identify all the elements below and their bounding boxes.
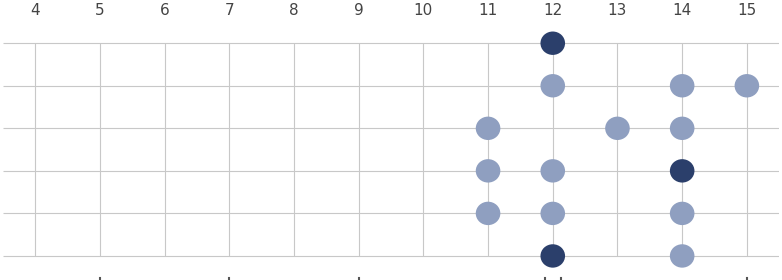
Ellipse shape	[540, 202, 565, 225]
Ellipse shape	[605, 116, 630, 140]
Ellipse shape	[670, 202, 694, 225]
Ellipse shape	[540, 159, 565, 183]
Ellipse shape	[670, 74, 694, 97]
Ellipse shape	[475, 159, 500, 183]
Ellipse shape	[670, 159, 694, 183]
Ellipse shape	[670, 116, 694, 140]
Ellipse shape	[540, 244, 565, 268]
Ellipse shape	[540, 74, 565, 97]
Ellipse shape	[670, 244, 694, 268]
Ellipse shape	[734, 74, 759, 97]
Ellipse shape	[475, 202, 500, 225]
Ellipse shape	[540, 32, 565, 55]
Ellipse shape	[475, 116, 500, 140]
